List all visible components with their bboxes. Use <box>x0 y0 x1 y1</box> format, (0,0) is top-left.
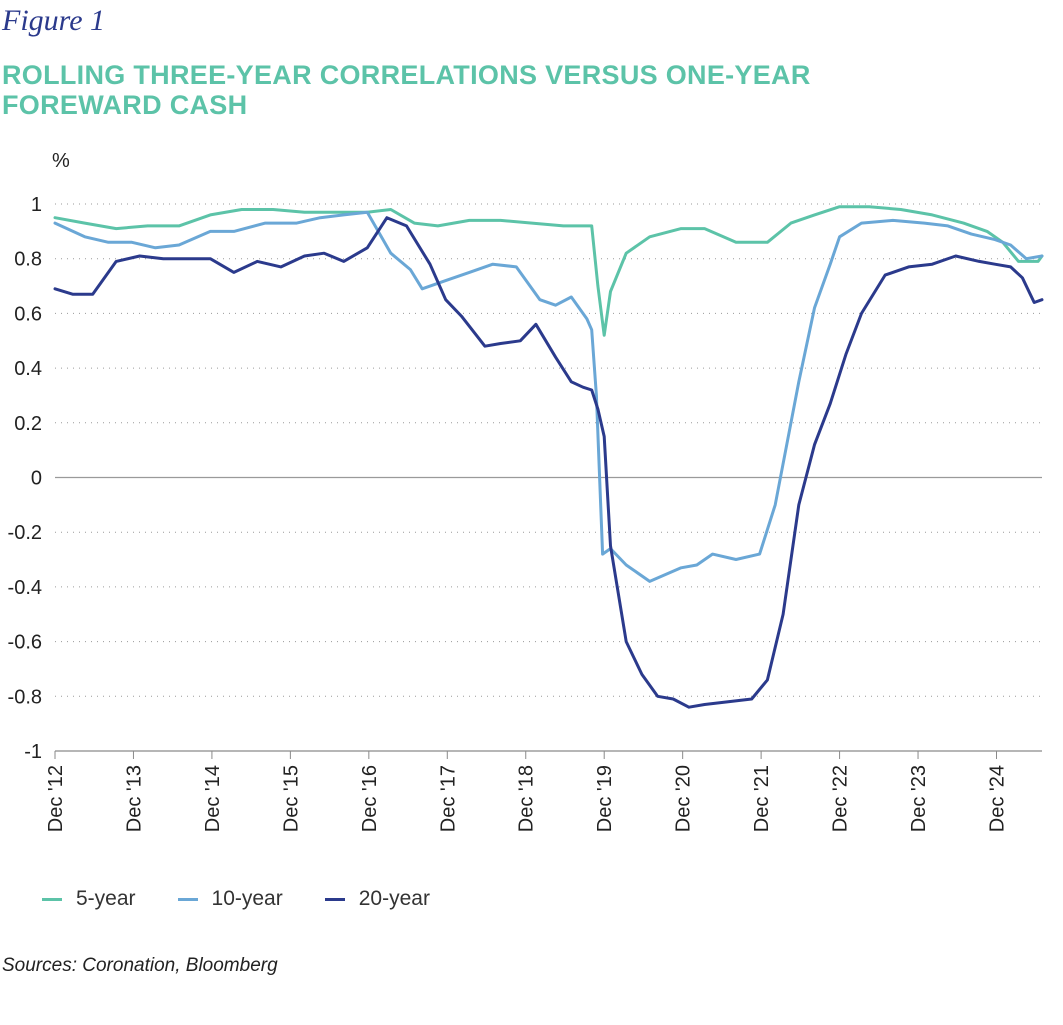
series-line-10-year <box>53 210 1044 583</box>
y-tick-label: -0.2 <box>8 522 42 544</box>
y-tick-label: 0.2 <box>14 413 42 435</box>
figure-label: Figure 1 <box>2 4 106 37</box>
y-tick-label: -0.8 <box>8 686 42 708</box>
legend-swatch-20-year <box>324 897 345 901</box>
legend-swatch-5-year <box>42 897 62 901</box>
x-tick-label: Dec '12 <box>45 765 67 832</box>
y-axis-unit-label: % <box>52 150 70 172</box>
legend-item-10-year: 10-year <box>177 887 283 911</box>
y-tick-label: -0.6 <box>8 632 42 654</box>
x-tick-label: Dec '21 <box>751 765 773 832</box>
y-tick-label: -1 <box>24 741 42 763</box>
x-tick-label: Dec '19 <box>594 765 616 832</box>
y-tick-label: 1 <box>31 194 42 216</box>
x-tick-label: Dec '16 <box>359 765 381 832</box>
legend-label-5-year: 5-year <box>76 887 136 910</box>
y-tick-label: -0.4 <box>8 577 42 599</box>
y-tick-label: 0.8 <box>14 249 42 271</box>
x-tick-label: Dec '15 <box>280 765 302 832</box>
x-tick-label: Dec '14 <box>202 765 224 832</box>
x-tick-label: Dec '18 <box>516 765 538 832</box>
y-tick-label: 0.4 <box>14 358 42 380</box>
series-line-20-year <box>53 216 1044 709</box>
x-tick-label: Dec '20 <box>673 765 695 832</box>
chart-title: ROLLING THREE-YEAR CORRELATIONS VERSUS O… <box>2 60 811 120</box>
series-line-5-year <box>53 205 1044 337</box>
legend-swatch-10-year <box>177 897 198 901</box>
x-tick-label: Dec '13 <box>123 765 145 832</box>
legend-label-10-year: 10-year <box>211 887 283 910</box>
legend-item-5-year: 5-year <box>42 887 136 911</box>
legend: 5-year 10-year 20-year <box>42 887 430 911</box>
x-tick-label: Dec '17 <box>437 765 459 832</box>
legend-label-20-year: 20-year <box>358 887 430 910</box>
y-tick-label: 0 <box>31 468 42 490</box>
x-tick-label: Dec '24 <box>986 765 1008 832</box>
x-tick-label: Dec '22 <box>830 765 852 832</box>
x-tick-label: Dec '23 <box>908 765 930 832</box>
legend-item-20-year: 20-year <box>324 887 430 911</box>
source-note: Sources: Coronation, Bloomberg <box>2 955 278 976</box>
y-tick-label: 0.6 <box>14 303 42 325</box>
